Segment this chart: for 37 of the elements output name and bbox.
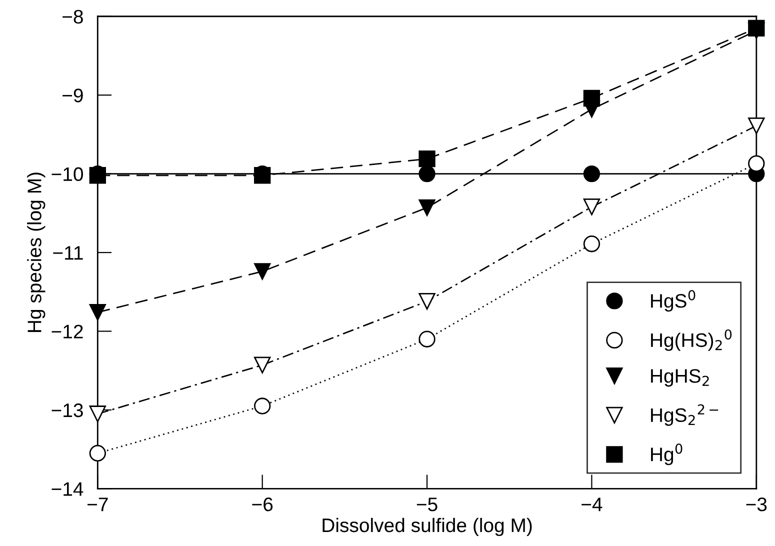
point bbox=[418, 199, 436, 216]
point bbox=[583, 90, 600, 107]
y-tick-label: −14 bbox=[52, 482, 84, 496]
point bbox=[89, 444, 106, 462]
legend-label: HgS$^{0}$ bbox=[651, 290, 696, 312]
point bbox=[89, 406, 106, 422]
point bbox=[748, 155, 765, 172]
x-tick-label: −6 bbox=[252, 498, 273, 512]
legend-label: HgS$_{2}$$^{2−}$ bbox=[651, 404, 718, 426]
point bbox=[748, 20, 765, 37]
x-tick-label: −7 bbox=[88, 498, 108, 512]
y-tick-label: −9 bbox=[62, 88, 83, 102]
point bbox=[583, 198, 600, 216]
legend-label: Hg$^{0}$ bbox=[651, 444, 682, 466]
x-tick-label: −5 bbox=[416, 498, 438, 512]
x-axis-title: Dissolved sulfide (log M) bbox=[322, 518, 532, 536]
point bbox=[418, 292, 436, 310]
y-tick-label: −11 bbox=[53, 246, 83, 260]
point bbox=[254, 356, 271, 374]
y-tick-label: −10 bbox=[52, 167, 83, 182]
legend-label: Hg(HS)$_{2}$$^{0}$ bbox=[651, 329, 732, 351]
point bbox=[254, 398, 271, 414]
point bbox=[89, 304, 106, 321]
point bbox=[748, 117, 765, 134]
x-tick-label: −3 bbox=[746, 498, 767, 512]
point bbox=[583, 236, 600, 252]
y-tick-label: −13 bbox=[52, 403, 83, 418]
point bbox=[254, 263, 271, 280]
x-tick-label: −4 bbox=[582, 498, 602, 512]
legend-label: HgHS$_{2}$ bbox=[651, 369, 709, 387]
point bbox=[418, 150, 436, 168]
point bbox=[583, 165, 600, 182]
point bbox=[418, 165, 436, 182]
y-axis-title: Hg species (log M) bbox=[27, 172, 46, 332]
point bbox=[418, 330, 436, 348]
y-tick-label: −12 bbox=[52, 324, 83, 338]
y-tick-label: −8 bbox=[62, 10, 83, 24]
